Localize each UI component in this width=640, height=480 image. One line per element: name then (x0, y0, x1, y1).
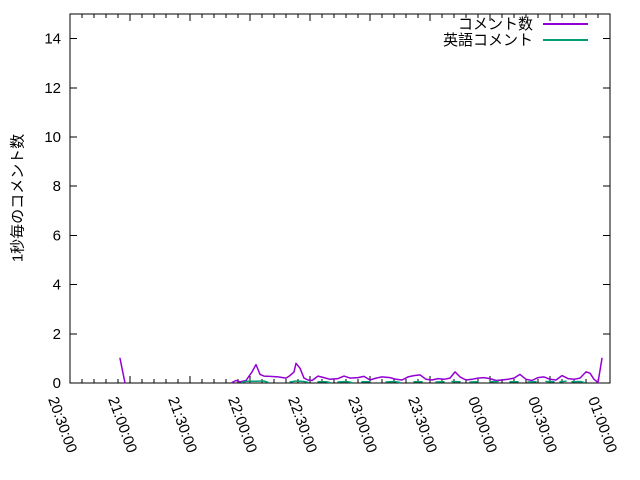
x-tick-label: 23:00:00 (344, 395, 380, 456)
series-line-1 (385, 380, 401, 384)
y-tick-label: 0 (53, 375, 61, 392)
legend-item: コメント数 (457, 16, 588, 33)
legend-line-swatch (543, 22, 588, 25)
series-line-1 (571, 380, 585, 384)
x-tick-label: 01:00:00 (584, 395, 620, 456)
series-line-0 (119, 357, 126, 384)
series-line-1 (337, 380, 353, 384)
y-tick-label: 6 (53, 227, 61, 244)
x-tick-label: 22:30:00 (284, 395, 320, 456)
x-tick-label: 22:00:00 (224, 395, 260, 456)
series-line-0 (231, 357, 603, 384)
y-tick-label: 14 (44, 31, 61, 48)
x-tick-label: 21:00:00 (104, 395, 140, 456)
legend: コメント数 英語コメント (442, 16, 588, 49)
y-tick-label: 4 (53, 277, 61, 294)
series-line-1 (241, 380, 269, 384)
x-tick-label: 00:30:00 (524, 395, 560, 456)
x-tick-label: 20:30:00 (44, 395, 80, 456)
y-axis-title: 1秒毎のコメント数 (9, 133, 27, 263)
series-line-1 (289, 380, 309, 384)
series-line-1 (317, 381, 331, 384)
legend-label: 英語コメント (442, 32, 533, 49)
y-tick-label: 8 (53, 178, 61, 195)
plot-border (69, 13, 611, 384)
legend-label: コメント数 (457, 16, 533, 33)
legend-item: 英語コメント (442, 32, 588, 49)
x-tick-label: 21:30:00 (164, 395, 200, 456)
x-tick-label: 00:00:00 (464, 395, 500, 456)
x-tick-label: 23:30:00 (404, 395, 440, 456)
y-tick-label: 2 (53, 326, 61, 343)
legend-line-swatch (543, 38, 588, 41)
y-tick-label: 12 (44, 80, 61, 97)
series-line-1 (559, 380, 567, 383)
y-tick-label: 10 (44, 129, 61, 146)
